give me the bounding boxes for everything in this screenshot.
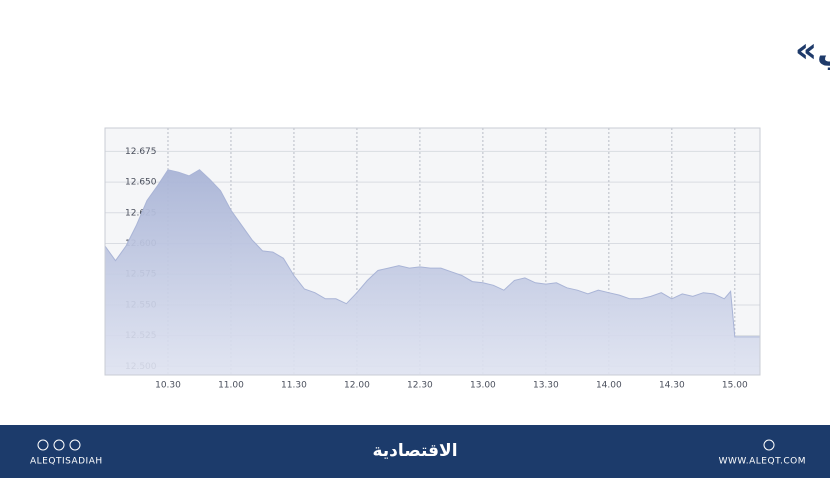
x-icon (69, 439, 81, 451)
facebook-icon (53, 439, 65, 451)
web-icon (763, 439, 775, 451)
y-tick-label: 12.625 (125, 208, 157, 218)
x-tick-label: 11.00 (218, 381, 244, 391)
footer-brand: الاقتصادية (372, 441, 457, 461)
x-tick-label: 10.30 (155, 381, 181, 391)
x-tick-label: 14.00 (596, 381, 622, 391)
x-tick-label: 12.30 (407, 381, 433, 391)
plot-border (104, 127, 761, 376)
x-tick-label: 14.30 (659, 381, 685, 391)
area (104, 169, 761, 376)
instagram-icon (37, 439, 49, 451)
footer (0, 425, 830, 478)
y-tick-label: 12.650 (125, 178, 157, 188)
chart-title: مؤشر «تاسي» (795, 31, 830, 71)
x-tick-label: 13.30 (533, 381, 559, 391)
footer-handle: ALEQTISADIAH (30, 457, 103, 467)
x-tick-label: 12.00 (344, 381, 370, 391)
x-tick-label: 11.30 (281, 381, 307, 391)
social-icons (37, 439, 775, 451)
y-tick-label: 12.675 (125, 147, 157, 157)
x-tick-label: 13.00 (470, 381, 496, 391)
x-tick-label: 15.00 (722, 381, 748, 391)
footer-website: WWW.ALEQT.COM (719, 457, 806, 467)
